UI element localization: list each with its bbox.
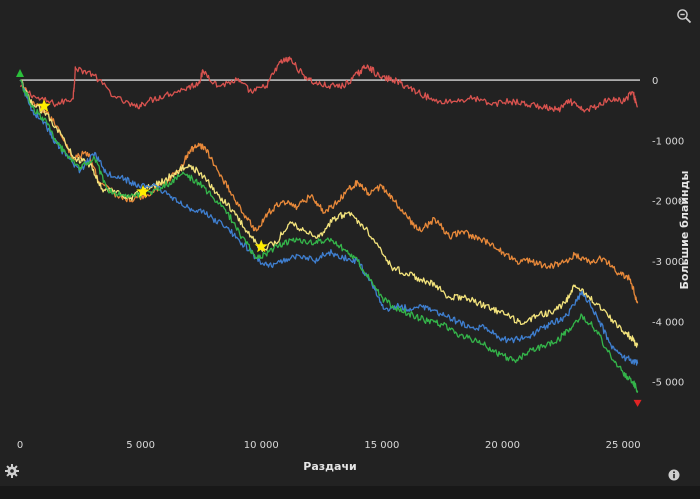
series-layer: [19, 56, 639, 394]
x-axis-ticks: 0 5 000 10 000 15 000 20 000 25 000: [17, 440, 641, 451]
y-tick-label: -4 000: [652, 317, 684, 328]
y-axis-label: Большие блайнды: [678, 170, 691, 289]
zoom-out-icon[interactable]: [676, 8, 692, 24]
marker-star-2: [136, 184, 150, 198]
series-line-3: [19, 79, 639, 348]
y-tick-label: 0: [652, 76, 658, 87]
markers-layer: [16, 69, 642, 407]
y-tick-label: -2 000: [652, 197, 684, 208]
series-line-1: [20, 56, 638, 113]
bottom-strip: [0, 486, 700, 499]
series-line-5: [19, 79, 639, 394]
marker-star-1: [37, 99, 51, 112]
y-tick-label: -1 000: [652, 136, 684, 147]
y-axis-ticks: 0 -1 000 -2 000 -3 000 -4 000 -5 000: [652, 76, 684, 389]
x-tick-label: 0: [17, 440, 23, 451]
y-tick-label: -5 000: [652, 378, 684, 389]
y-tick-label: -3 000: [652, 257, 684, 268]
x-tick-label: 25 000: [606, 440, 641, 451]
x-tick-label: 5 000: [126, 440, 155, 451]
series-line-4: [19, 79, 639, 366]
x-axis-label: Раздачи: [303, 460, 356, 473]
x-tick-label: 15 000: [364, 440, 399, 451]
x-tick-label: 20 000: [485, 440, 520, 451]
x-tick-label: 10 000: [244, 440, 279, 451]
marker-triangle-up-5: [16, 69, 24, 78]
info-icon[interactable]: [668, 466, 684, 482]
marker-triangle-down-4: [633, 399, 642, 407]
gear-icon[interactable]: [4, 463, 20, 479]
marker-star-3: [254, 239, 268, 253]
